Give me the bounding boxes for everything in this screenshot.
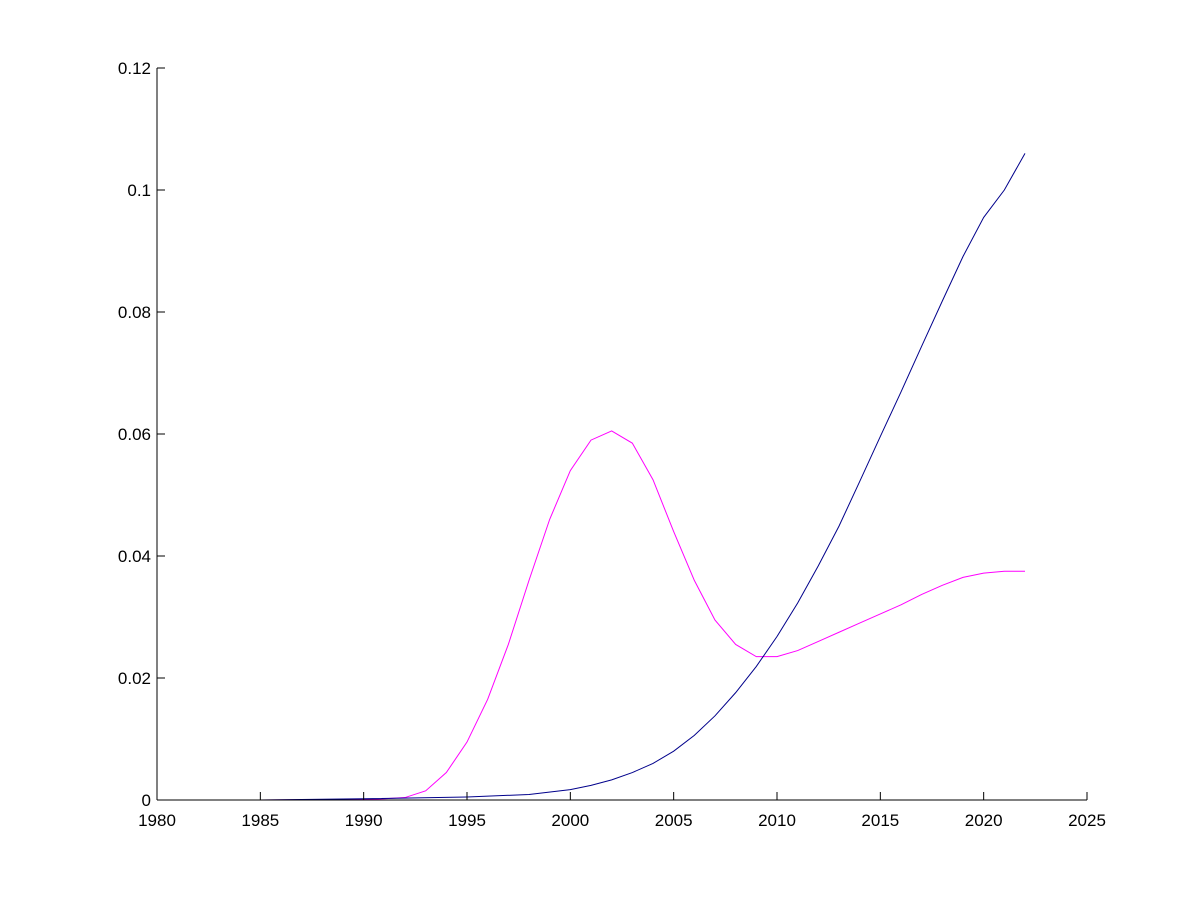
x-tick-label: 2010 [758, 811, 796, 830]
x-tick-label: 1985 [241, 811, 279, 830]
y-tick-label: 0.12 [118, 59, 151, 78]
series-line-2 [157, 153, 1026, 801]
y-tick-label: 0.04 [118, 547, 151, 566]
x-tick-label: 1990 [345, 811, 383, 830]
y-tick-label: 0 [142, 791, 151, 810]
series-layer [157, 153, 1026, 801]
axes-layer [156, 68, 1087, 801]
x-tick-label: 2025 [1068, 811, 1106, 830]
y-tick-label: 0.1 [127, 181, 151, 200]
x-tick-label: 1980 [138, 811, 176, 830]
x-tick-label: 2015 [861, 811, 899, 830]
series-line-1 [157, 430, 1025, 801]
x-axis-ticks: 1980 1985 1990 1995 2000 2005 2010 2015 2020 2025 [138, 792, 1106, 830]
x-tick-label: 2020 [965, 811, 1003, 830]
y-tick-label: 0.06 [118, 425, 151, 444]
y-axis-ticks: 0 0.02 0.04 0.06 0.08 0.1 0.12 [118, 59, 165, 810]
x-tick-label: 2000 [551, 811, 589, 830]
x-tick-label: 2005 [655, 811, 693, 830]
y-tick-label: 0.02 [118, 669, 151, 688]
x-tick-label: 1995 [448, 811, 486, 830]
y-tick-label: 0.08 [118, 303, 151, 322]
